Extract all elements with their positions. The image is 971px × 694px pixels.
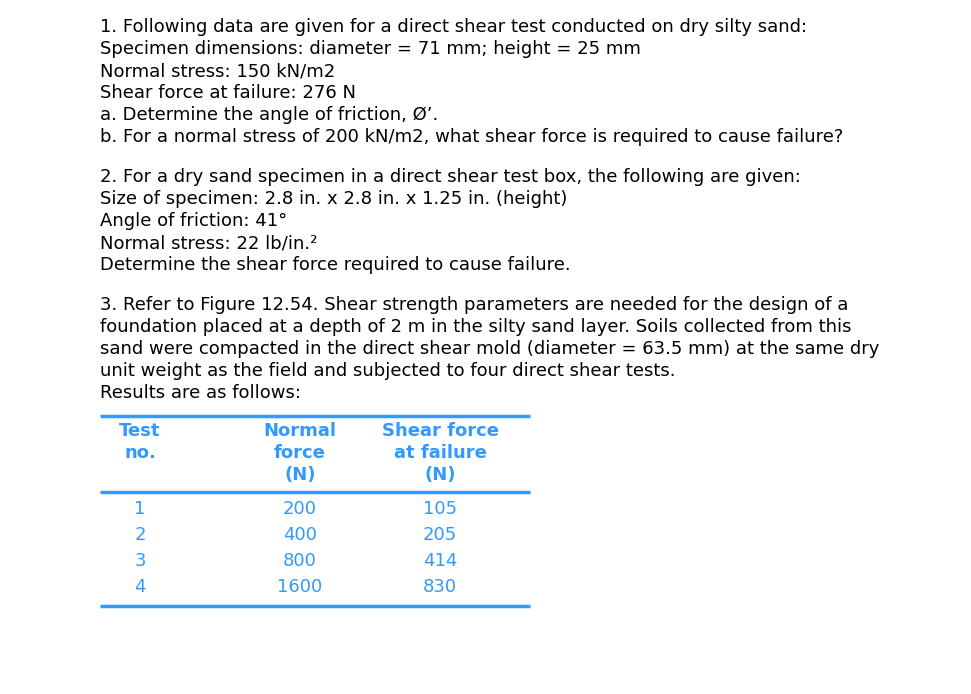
Text: Angle of friction: 41°: Angle of friction: 41° bbox=[100, 212, 287, 230]
Text: Normal stress: 22 lb/in.²: Normal stress: 22 lb/in.² bbox=[100, 234, 318, 252]
Text: 1600: 1600 bbox=[278, 578, 322, 596]
Text: Normal stress: 150 kN/m2: Normal stress: 150 kN/m2 bbox=[100, 62, 335, 80]
Text: Test: Test bbox=[119, 422, 161, 440]
Text: Shear force at failure: 276 N: Shear force at failure: 276 N bbox=[100, 84, 356, 102]
Text: b. For a normal stress of 200 kN/m2, what shear force is required to cause failu: b. For a normal stress of 200 kN/m2, wha… bbox=[100, 128, 844, 146]
Text: force: force bbox=[274, 444, 326, 462]
Text: 400: 400 bbox=[283, 526, 317, 544]
Text: 2: 2 bbox=[134, 526, 146, 544]
Text: 4: 4 bbox=[134, 578, 146, 596]
Text: 414: 414 bbox=[422, 552, 457, 570]
Text: foundation placed at a depth of 2 m in the silty sand layer. Soils collected fro: foundation placed at a depth of 2 m in t… bbox=[100, 318, 852, 336]
Text: 3: 3 bbox=[134, 552, 146, 570]
Text: 105: 105 bbox=[423, 500, 457, 518]
Text: Shear force: Shear force bbox=[382, 422, 498, 440]
Text: 200: 200 bbox=[283, 500, 317, 518]
Text: (N): (N) bbox=[285, 466, 316, 484]
Text: 1: 1 bbox=[134, 500, 146, 518]
Text: Size of specimen: 2.8 in. x 2.8 in. x 1.25 in. (height): Size of specimen: 2.8 in. x 2.8 in. x 1.… bbox=[100, 190, 567, 208]
Text: 1. Following data are given for a direct shear test conducted on dry silty sand:: 1. Following data are given for a direct… bbox=[100, 18, 807, 36]
Text: 800: 800 bbox=[284, 552, 317, 570]
Text: 3. Refer to Figure 12.54. Shear strength parameters are needed for the design of: 3. Refer to Figure 12.54. Shear strength… bbox=[100, 296, 849, 314]
Text: Determine the shear force required to cause failure.: Determine the shear force required to ca… bbox=[100, 256, 571, 274]
Text: 830: 830 bbox=[423, 578, 457, 596]
Text: sand were compacted in the direct shear mold (diameter = 63.5 mm) at the same dr: sand were compacted in the direct shear … bbox=[100, 340, 880, 358]
Text: at failure: at failure bbox=[393, 444, 486, 462]
Text: Specimen dimensions: diameter = 71 mm; height = 25 mm: Specimen dimensions: diameter = 71 mm; h… bbox=[100, 40, 641, 58]
Text: a. Determine the angle of friction, Ø’.: a. Determine the angle of friction, Ø’. bbox=[100, 106, 438, 124]
Text: 205: 205 bbox=[423, 526, 457, 544]
Text: unit weight as the field and subjected to four direct shear tests.: unit weight as the field and subjected t… bbox=[100, 362, 676, 380]
Text: (N): (N) bbox=[424, 466, 455, 484]
Text: 2. For a dry sand specimen in a direct shear test box, the following are given:: 2. For a dry sand specimen in a direct s… bbox=[100, 168, 801, 186]
Text: Results are as follows:: Results are as follows: bbox=[100, 384, 301, 402]
Text: no.: no. bbox=[124, 444, 156, 462]
Text: Normal: Normal bbox=[263, 422, 337, 440]
